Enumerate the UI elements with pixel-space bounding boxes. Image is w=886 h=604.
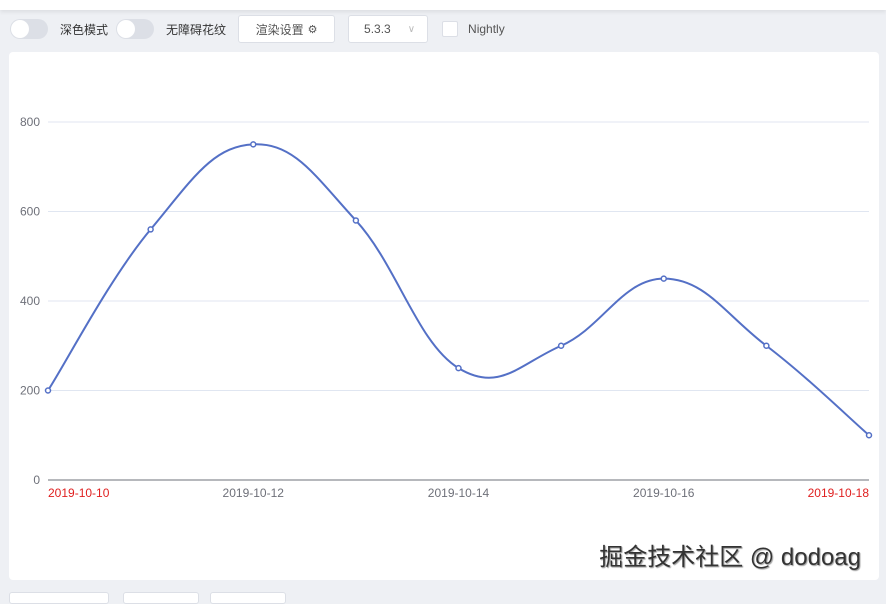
series-line bbox=[47, 143, 870, 437]
gear-icon: ⚙ bbox=[307, 23, 318, 36]
dark-mode-toggle[interactable] bbox=[10, 19, 48, 39]
y-tick-label: 800 bbox=[20, 115, 40, 129]
version-select[interactable]: 5.3.3 ∨ bbox=[348, 15, 429, 43]
watermark: 掘金技术社区 @ dodoag bbox=[599, 544, 861, 571]
data-point bbox=[147, 226, 154, 233]
bottom-tab-3[interactable] bbox=[210, 592, 286, 604]
y-tick-label: 200 bbox=[20, 384, 40, 398]
x-tick-label: 2019-10-18 bbox=[808, 486, 870, 500]
x-tick-label: 2019-10-16 bbox=[633, 486, 695, 500]
nightly-checkbox[interactable] bbox=[442, 21, 459, 37]
top-bar bbox=[0, 0, 886, 10]
bottom-tab-2[interactable] bbox=[123, 592, 199, 604]
data-point bbox=[44, 387, 52, 394]
dark-mode-label: 深色模式 bbox=[60, 22, 109, 37]
aria-pattern-toggle[interactable] bbox=[116, 19, 155, 39]
aria-pattern-label: 无障碍花纹 bbox=[166, 22, 227, 37]
bottom-tab-1[interactable] bbox=[9, 592, 109, 604]
render-settings-button[interactable]: 渲染设置 ⚙ bbox=[238, 15, 336, 43]
data-point bbox=[660, 275, 667, 282]
version-value: 5.3.3 bbox=[364, 22, 391, 36]
toolbar: 深色模式 无障碍花纹 渲染设置 ⚙ 5.3.3 ∨ Nightly bbox=[0, 14, 505, 44]
x-tick-label: 2019-10-10 bbox=[48, 486, 110, 500]
data-point bbox=[250, 141, 257, 148]
render-settings-label: 渲染设置 bbox=[255, 22, 304, 37]
data-point bbox=[455, 364, 462, 372]
data-point bbox=[763, 342, 770, 349]
y-tick-label: 0 bbox=[33, 473, 40, 487]
data-point bbox=[352, 217, 360, 224]
nightly-label: Nightly bbox=[468, 22, 505, 36]
x-tick-label: 2019-10-14 bbox=[428, 486, 490, 500]
y-tick-label: 400 bbox=[20, 294, 40, 308]
data-point bbox=[557, 342, 565, 349]
chart-panel: 0 200 400 600 800 2019-10-10 2019-10-12 2019-10… bbox=[9, 52, 879, 580]
data-point bbox=[865, 432, 873, 439]
line-chart: 0 200 400 600 800 2019-10-10 2019-10-12 2019-10… bbox=[20, 115, 873, 500]
chevron-down-icon: ∨ bbox=[407, 23, 416, 35]
x-tick-label: 2019-10-12 bbox=[223, 486, 285, 500]
y-tick-label: 600 bbox=[20, 205, 40, 219]
